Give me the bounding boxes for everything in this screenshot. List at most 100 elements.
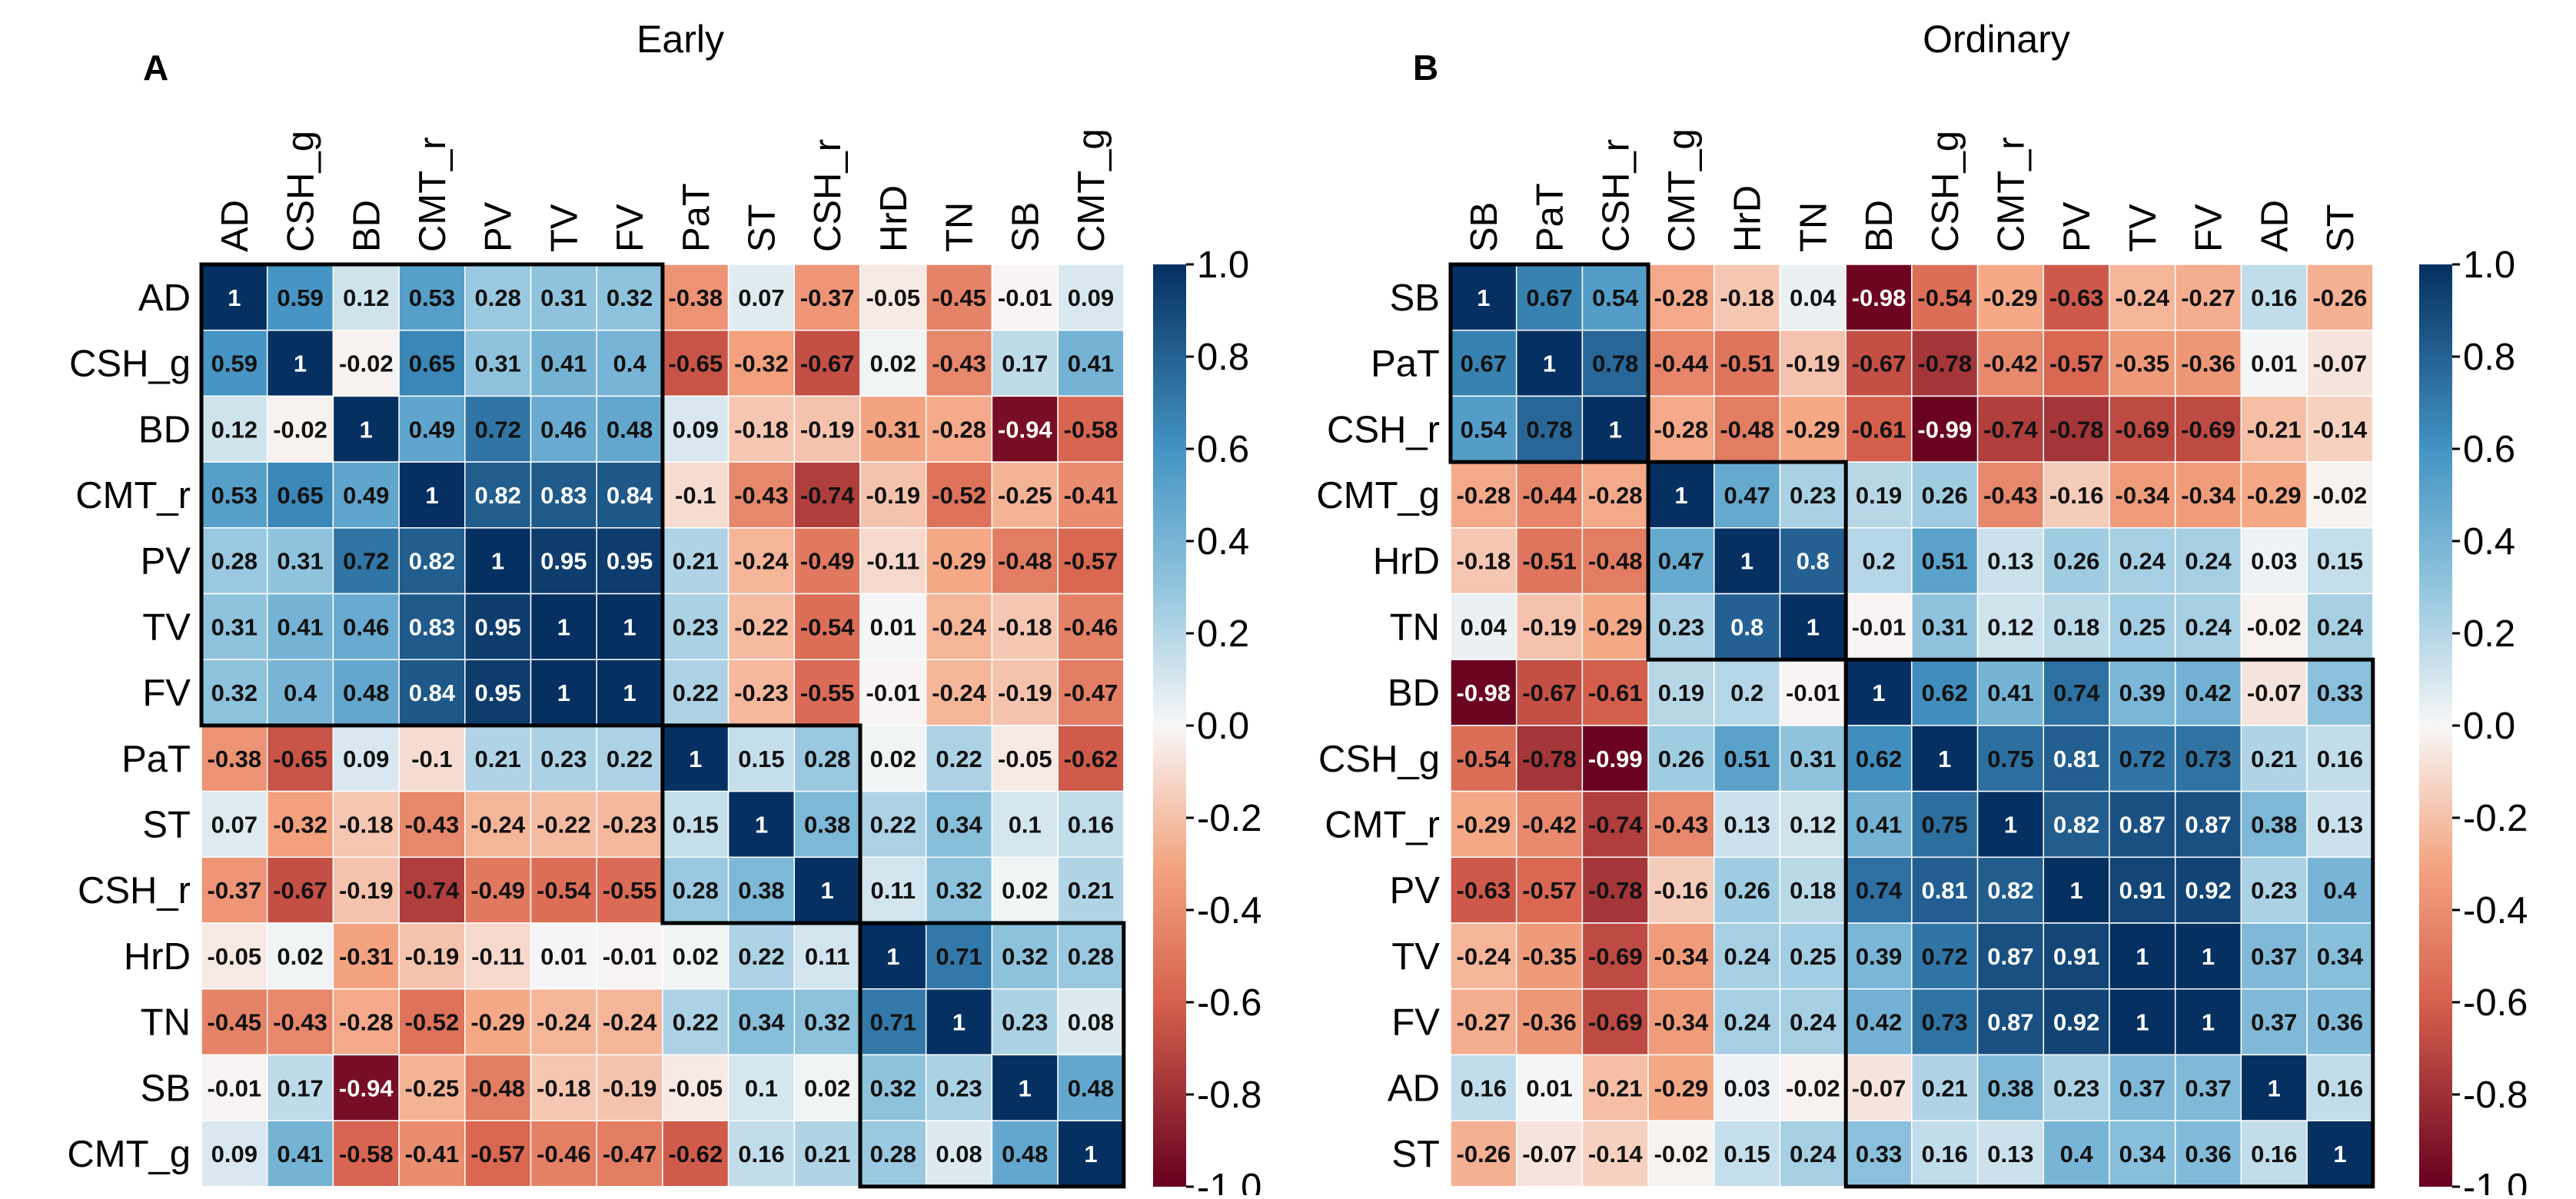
cell-value-label: 0.48 <box>607 416 653 443</box>
cell-value-label: 0.37 <box>2251 1009 2297 1036</box>
heatmap-cell <box>1779 922 1846 990</box>
heatmap-cell <box>1911 264 1979 331</box>
colorbar-tick-label: 0.2 <box>1197 613 1249 655</box>
cell-value-label: -0.18 <box>1457 548 1511 575</box>
colorbar-tick-label: 1.0 <box>2463 244 2515 286</box>
cell-value-label: 0.78 <box>1592 350 1638 377</box>
cell-value-label: -0.46 <box>1064 613 1118 640</box>
cell-value-label: 0.71 <box>870 1009 916 1036</box>
cell-value-label: -0.34 <box>1654 1009 1709 1036</box>
heatmap-cell <box>530 1120 597 1187</box>
heatmap-cell <box>1976 659 2045 726</box>
cell-value-label: -0.57 <box>470 1141 525 1167</box>
heatmap-cell <box>464 856 532 924</box>
heatmap-cell <box>1057 922 1125 990</box>
cell-value-label: 0.34 <box>738 1009 785 1036</box>
colorbar-tick-label: 0.6 <box>1197 429 1249 470</box>
cell-value-label: 0.65 <box>277 482 323 509</box>
cluster-box <box>858 921 1126 1189</box>
cell-value-label: 0.12 <box>1987 613 2033 640</box>
cell-value-label: -0.01 <box>208 1074 262 1101</box>
heatmap-cell <box>2043 988 2110 1056</box>
colorbar-tick-label: -1.0 <box>2463 1167 2528 1195</box>
cell-value-label: 0.31 <box>1790 746 1836 772</box>
heatmap-cell <box>596 725 663 792</box>
row-label: CSH_g <box>1318 739 1440 780</box>
cell-value-label: -0.24 <box>932 613 986 640</box>
heatmap-cell <box>1057 395 1125 463</box>
heatmap-cell <box>2240 593 2308 660</box>
cell-value-label: -0.28 <box>339 1009 394 1036</box>
cell-value-label: -0.19 <box>866 482 921 509</box>
cell-value-label: -0.67 <box>1522 679 1577 706</box>
cluster-box <box>1646 460 1848 662</box>
heatmap-cell <box>1845 264 1913 331</box>
cell-value-label: -0.22 <box>537 811 591 838</box>
cell-value-label: 0.31 <box>277 548 323 575</box>
cell-value-label: -0.34 <box>2181 482 2235 509</box>
cell-value-label: 0.16 <box>2251 284 2297 311</box>
heatmap-cell <box>1713 790 1781 859</box>
cell-value-label: -0.23 <box>603 811 657 838</box>
cell-value-label: 1 <box>2136 943 2149 970</box>
cell-value-label: -0.01 <box>603 943 657 970</box>
heatmap-cell <box>2109 1054 2176 1121</box>
heatmap-cell <box>991 988 1059 1056</box>
cell-value-label: -0.37 <box>800 284 855 311</box>
cell-value-label: 0.73 <box>2185 746 2231 772</box>
cell-value-label: 0.24 <box>1723 943 1770 970</box>
heatmap-cell <box>530 461 597 529</box>
cell-value-label: 0.23 <box>540 746 587 772</box>
cell-value-label: 1 <box>557 679 570 706</box>
cell-value-label: 0.82 <box>409 548 455 575</box>
cell-value-label: 0.87 <box>2185 811 2231 838</box>
heatmap-cell <box>662 395 730 463</box>
heatmap-cell <box>2174 593 2242 660</box>
cell-value-label: -0.29 <box>1983 284 2038 311</box>
colorbar-tick-label: 0.8 <box>2463 337 2515 378</box>
heatmap-cell <box>2109 790 2176 859</box>
heatmap-cell <box>1713 395 1781 463</box>
heatmap-cell <box>1647 395 1715 463</box>
heatmap-cell <box>2240 395 2308 463</box>
heatmap-cell <box>1515 988 1584 1056</box>
heatmap-cell <box>1647 659 1715 726</box>
row-label: FV <box>142 673 191 714</box>
cell-value-label: 0.22 <box>673 679 719 706</box>
cell-value-label: 0.31 <box>474 350 520 377</box>
heatmap-cell <box>925 988 993 1056</box>
cell-value-label: 0.24 <box>2317 613 2364 640</box>
heatmap-cell <box>464 329 532 397</box>
heatmap-cell <box>1713 593 1781 660</box>
heatmap-cell <box>1779 988 1846 1056</box>
heatmap-cell <box>1845 461 1913 529</box>
heatmap-cell <box>1779 790 1846 859</box>
cell-value-label: 0.15 <box>738 746 784 772</box>
cell-value-label: 0.83 <box>540 482 587 509</box>
cell-value-label: -0.02 <box>339 350 394 377</box>
heatmap-cell <box>1515 725 1584 792</box>
cell-value-label: 0.21 <box>673 548 719 575</box>
cell-value-label: -0.55 <box>800 679 855 706</box>
cell-value-label: 0.49 <box>409 416 455 443</box>
cell-value-label: -0.31 <box>339 943 394 970</box>
cell-value-label: 0.95 <box>540 548 587 575</box>
row-label: PV <box>141 541 191 583</box>
cell-value-label: -0.69 <box>2181 416 2235 443</box>
heatmap-cell <box>1581 264 1649 331</box>
cell-value-label: -0.05 <box>998 746 1052 772</box>
heatmap-cell <box>2306 856 2374 924</box>
heatmap-cell <box>925 790 993 859</box>
column-label: FV <box>2189 204 2230 252</box>
cell-value-label: -0.27 <box>1457 1009 1511 1036</box>
cell-value-label: -0.47 <box>1064 679 1118 706</box>
cell-value-label: 0.24 <box>2185 613 2232 640</box>
cell-value-label: -0.07 <box>2313 350 2368 377</box>
heatmap-cell <box>727 593 796 660</box>
cell-value-label: 1 <box>2333 1141 2346 1167</box>
cell-value-label: -0.26 <box>2313 284 2368 311</box>
heatmap-cell <box>727 1120 796 1187</box>
heatmap-cell <box>2174 988 2242 1056</box>
row-label: CMT_r <box>75 475 191 516</box>
